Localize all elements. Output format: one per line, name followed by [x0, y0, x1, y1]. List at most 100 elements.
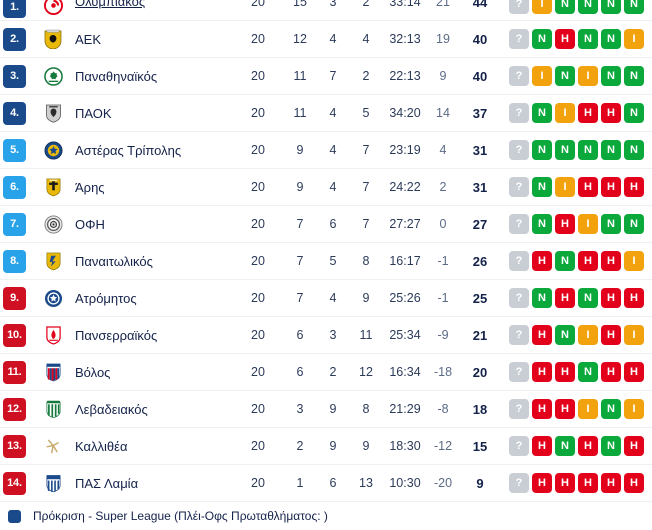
- form-badge[interactable]: H: [532, 473, 552, 493]
- form-badge[interactable]: H: [624, 288, 644, 308]
- form-badge[interactable]: ?: [509, 0, 529, 14]
- form-badge[interactable]: ?: [509, 436, 529, 456]
- form-badge[interactable]: H: [555, 29, 575, 49]
- form-badge[interactable]: H: [532, 362, 552, 382]
- team-name[interactable]: Λεβαδειακός: [75, 401, 148, 417]
- form-badge[interactable]: N: [624, 103, 644, 123]
- form-badge[interactable]: ?: [509, 251, 529, 271]
- form-badge[interactable]: H: [601, 473, 621, 493]
- table-row[interactable]: 9. Ατρόμητος 20 7 4 9 25:26 -1 25? N H N H H: [0, 280, 652, 317]
- form-badge[interactable]: ?: [509, 214, 529, 234]
- form-badge[interactable]: ?: [509, 103, 529, 123]
- form-badge[interactable]: N: [532, 177, 552, 197]
- form-badge[interactable]: H: [601, 251, 621, 271]
- form-badge[interactable]: N: [555, 66, 575, 86]
- form-badge[interactable]: H: [601, 362, 621, 382]
- form-badge[interactable]: ?: [509, 140, 529, 160]
- form-badge[interactable]: ?: [509, 66, 529, 86]
- form-badge[interactable]: H: [555, 399, 575, 419]
- table-row[interactable]: 10. Πανσερραϊκός 20 6 3 11 25:34 -9 21? H N I H I: [0, 317, 652, 354]
- form-badge[interactable]: H: [578, 177, 598, 197]
- team-name[interactable]: Άρης: [75, 179, 105, 195]
- form-badge[interactable]: H: [578, 436, 598, 456]
- team-name[interactable]: Ατρόμητος: [75, 290, 137, 306]
- team-name[interactable]: Καλλιθέα: [75, 438, 128, 454]
- form-badge[interactable]: N: [601, 66, 621, 86]
- form-badge[interactable]: H: [601, 288, 621, 308]
- team-name[interactable]: Παναθηναϊκός: [75, 68, 158, 84]
- form-badge[interactable]: N: [624, 140, 644, 160]
- form-badge[interactable]: H: [532, 251, 552, 271]
- form-badge[interactable]: H: [624, 436, 644, 456]
- form-badge[interactable]: I: [624, 399, 644, 419]
- table-row[interactable]: 11. Βόλος 20 6 2 12 16:34 -18 20? H H N H H: [0, 354, 652, 391]
- form-badge[interactable]: ?: [509, 325, 529, 345]
- form-badge[interactable]: I: [532, 0, 552, 14]
- form-badge[interactable]: ?: [509, 288, 529, 308]
- table-row[interactable]: 7. ΟΦΗ 20 7 6 7 27:27 0 27? N H I N N: [0, 206, 652, 243]
- team-name[interactable]: Πανσερραϊκός: [75, 327, 158, 343]
- table-row[interactable]: 4. ΠΑΟΚ 20 11 4 5 34:20 14 37? N I H H N: [0, 95, 652, 132]
- team-name[interactable]: Ολυμπιακός: [75, 0, 146, 9]
- form-badge[interactable]: H: [578, 251, 598, 271]
- form-badge[interactable]: H: [624, 473, 644, 493]
- table-row[interactable]: 12. Λεβαδειακός 20 3 9 8 21:29 -8 18? H H I N I: [0, 391, 652, 428]
- form-badge[interactable]: H: [601, 177, 621, 197]
- form-badge[interactable]: N: [578, 29, 598, 49]
- form-badge[interactable]: N: [624, 0, 644, 14]
- table-row[interactable]: 5. Αστέρας Τρίπολης 20 9 4 7 23:19 4 31? N N N N N: [0, 132, 652, 169]
- form-badge[interactable]: ?: [509, 29, 529, 49]
- team-name[interactable]: Αστέρας Τρίπολης: [75, 142, 182, 158]
- form-badge[interactable]: ?: [509, 399, 529, 419]
- form-badge[interactable]: N: [601, 436, 621, 456]
- form-badge[interactable]: H: [555, 214, 575, 234]
- table-row[interactable]: 6. Άρης 20 9 4 7 24:22 2 31? N I H H H: [0, 169, 652, 206]
- table-row[interactable]: 3. Παναθηναϊκός 20 11 7 2 22:13 9 40? I N I N N: [0, 58, 652, 95]
- team-name[interactable]: Βόλος: [75, 364, 111, 380]
- team-name[interactable]: ΟΦΗ: [75, 216, 105, 232]
- form-badge[interactable]: H: [555, 362, 575, 382]
- form-badge[interactable]: N: [601, 140, 621, 160]
- form-badge[interactable]: N: [578, 288, 598, 308]
- form-badge[interactable]: I: [578, 399, 598, 419]
- form-badge[interactable]: H: [601, 325, 621, 345]
- table-row[interactable]: 14. ΠΑΣ Λαμία 20 1 6 13 10:30 -20 9? H H H H H: [0, 465, 652, 502]
- team-name[interactable]: ΠΑΣ Λαμία: [75, 475, 139, 491]
- form-badge[interactable]: ?: [509, 177, 529, 197]
- table-row[interactable]: 1. Ολυμπιακός 20 15 3 2 33:14 21 44? I N N N N: [0, 0, 652, 21]
- form-badge[interactable]: N: [532, 214, 552, 234]
- form-badge[interactable]: H: [532, 436, 552, 456]
- form-badge[interactable]: ?: [509, 362, 529, 382]
- form-badge[interactable]: I: [624, 29, 644, 49]
- team-name[interactable]: ΠΑΟΚ: [75, 105, 112, 121]
- form-badge[interactable]: H: [555, 288, 575, 308]
- team-name[interactable]: Παναιτωλικός: [75, 253, 153, 269]
- form-badge[interactable]: N: [532, 288, 552, 308]
- form-badge[interactable]: N: [624, 214, 644, 234]
- form-badge[interactable]: N: [555, 251, 575, 271]
- table-row[interactable]: 8. Παναιτωλικός 20 7 5 8 16:17 -1 26? H N H H I: [0, 243, 652, 280]
- form-badge[interactable]: H: [578, 103, 598, 123]
- team-name[interactable]: ΑΕΚ: [75, 31, 102, 47]
- form-badge[interactable]: H: [555, 473, 575, 493]
- form-badge[interactable]: H: [532, 325, 552, 345]
- form-badge[interactable]: N: [601, 214, 621, 234]
- form-badge[interactable]: ?: [509, 473, 529, 493]
- form-badge[interactable]: I: [624, 251, 644, 271]
- form-badge[interactable]: N: [624, 66, 644, 86]
- form-badge[interactable]: N: [555, 0, 575, 14]
- form-badge[interactable]: N: [601, 0, 621, 14]
- form-badge[interactable]: I: [532, 66, 552, 86]
- form-badge[interactable]: N: [555, 140, 575, 160]
- form-badge[interactable]: H: [601, 103, 621, 123]
- form-badge[interactable]: N: [578, 140, 598, 160]
- form-badge[interactable]: N: [578, 0, 598, 14]
- form-badge[interactable]: H: [578, 473, 598, 493]
- form-badge[interactable]: H: [624, 177, 644, 197]
- form-badge[interactable]: N: [601, 29, 621, 49]
- table-row[interactable]: 2. ΑΕΚ 20 12 4 4 32:13 19 40? N H N N I: [0, 21, 652, 58]
- form-badge[interactable]: I: [578, 214, 598, 234]
- table-row[interactable]: 13. Καλλιθέα 20 2 9 9 18:30 -12 15? H N H N H: [0, 428, 652, 465]
- form-badge[interactable]: N: [555, 436, 575, 456]
- form-badge[interactable]: I: [578, 325, 598, 345]
